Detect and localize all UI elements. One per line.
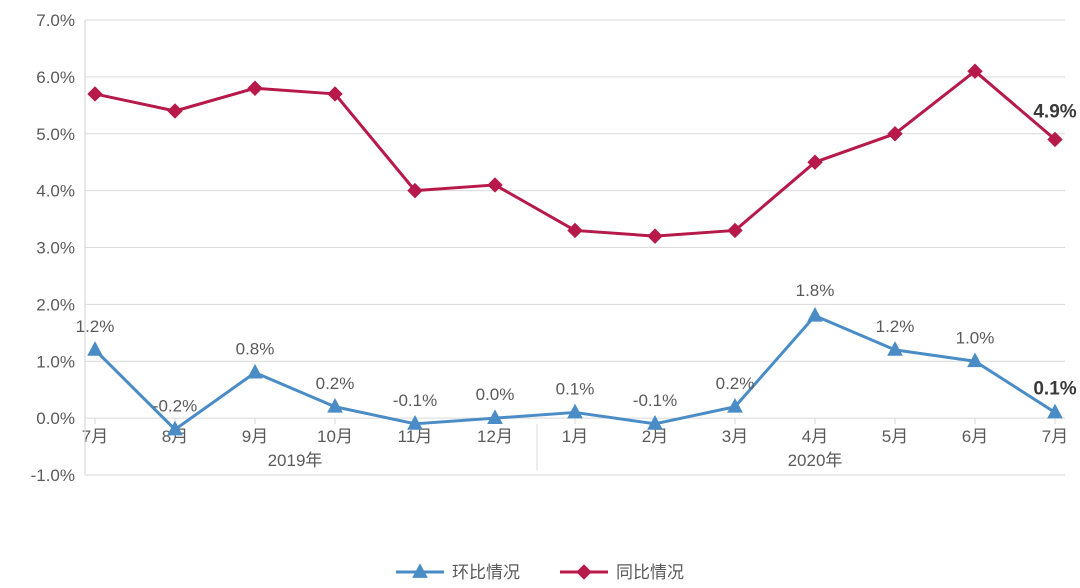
x-tick-label: 7月: [82, 427, 108, 446]
data-point-label: 1.8%: [796, 281, 835, 300]
y-tick-label: 4.0%: [36, 182, 75, 201]
data-point-label: -0.1%: [633, 391, 677, 410]
y-tick-label: -1.0%: [31, 466, 75, 485]
data-point-label: 0.1%: [556, 379, 595, 398]
x-tick-label: 7月: [1042, 427, 1068, 446]
data-point-label: 0.2%: [716, 374, 755, 393]
data-point-label: 0.8%: [236, 340, 275, 359]
data-point-label: 0.2%: [316, 374, 355, 393]
line-chart-svg: -1.0%0.0%1.0%2.0%3.0%4.0%5.0%6.0%7.0%7月8…: [0, 0, 1080, 588]
x-tick-label: 6月: [962, 427, 988, 446]
y-tick-label: 0.0%: [36, 409, 75, 428]
data-point-label: -0.1%: [393, 391, 437, 410]
y-tick-label: 7.0%: [36, 11, 75, 30]
legend-label: 同比情况: [616, 563, 684, 582]
data-point-label: 1.2%: [876, 317, 915, 336]
x-tick-label: 3月: [722, 427, 748, 446]
x-tick-label: 11月: [398, 427, 433, 446]
legend-label: 环比情况: [452, 563, 520, 582]
x-tick-label: 12月: [477, 427, 513, 446]
y-tick-label: 1.0%: [36, 352, 75, 371]
y-tick-label: 6.0%: [36, 68, 75, 87]
x-tick-label: 10月: [317, 427, 353, 446]
x-tick-label: 2月: [642, 427, 668, 446]
x-tick-label: 5月: [882, 427, 908, 446]
year-group-label: 2019年: [268, 451, 323, 470]
y-tick-label: 5.0%: [36, 125, 75, 144]
data-point-label: 0.0%: [476, 385, 515, 404]
chart-container: -1.0%0.0%1.0%2.0%3.0%4.0%5.0%6.0%7.0%7月8…: [0, 0, 1080, 588]
y-tick-label: 2.0%: [36, 295, 75, 314]
x-tick-label: 1月: [562, 427, 588, 446]
data-point-label: 1.0%: [956, 328, 995, 347]
x-tick-label: 9月: [242, 427, 268, 446]
y-tick-label: 3.0%: [36, 239, 75, 258]
data-point-label: 0.1%: [1033, 378, 1076, 399]
data-point-label: 1.2%: [76, 317, 115, 336]
year-group-label: 2020年: [788, 451, 843, 470]
data-point-label: -0.2%: [153, 397, 197, 416]
x-tick-label: 4月: [802, 427, 828, 446]
data-point-label: 4.9%: [1033, 101, 1076, 122]
